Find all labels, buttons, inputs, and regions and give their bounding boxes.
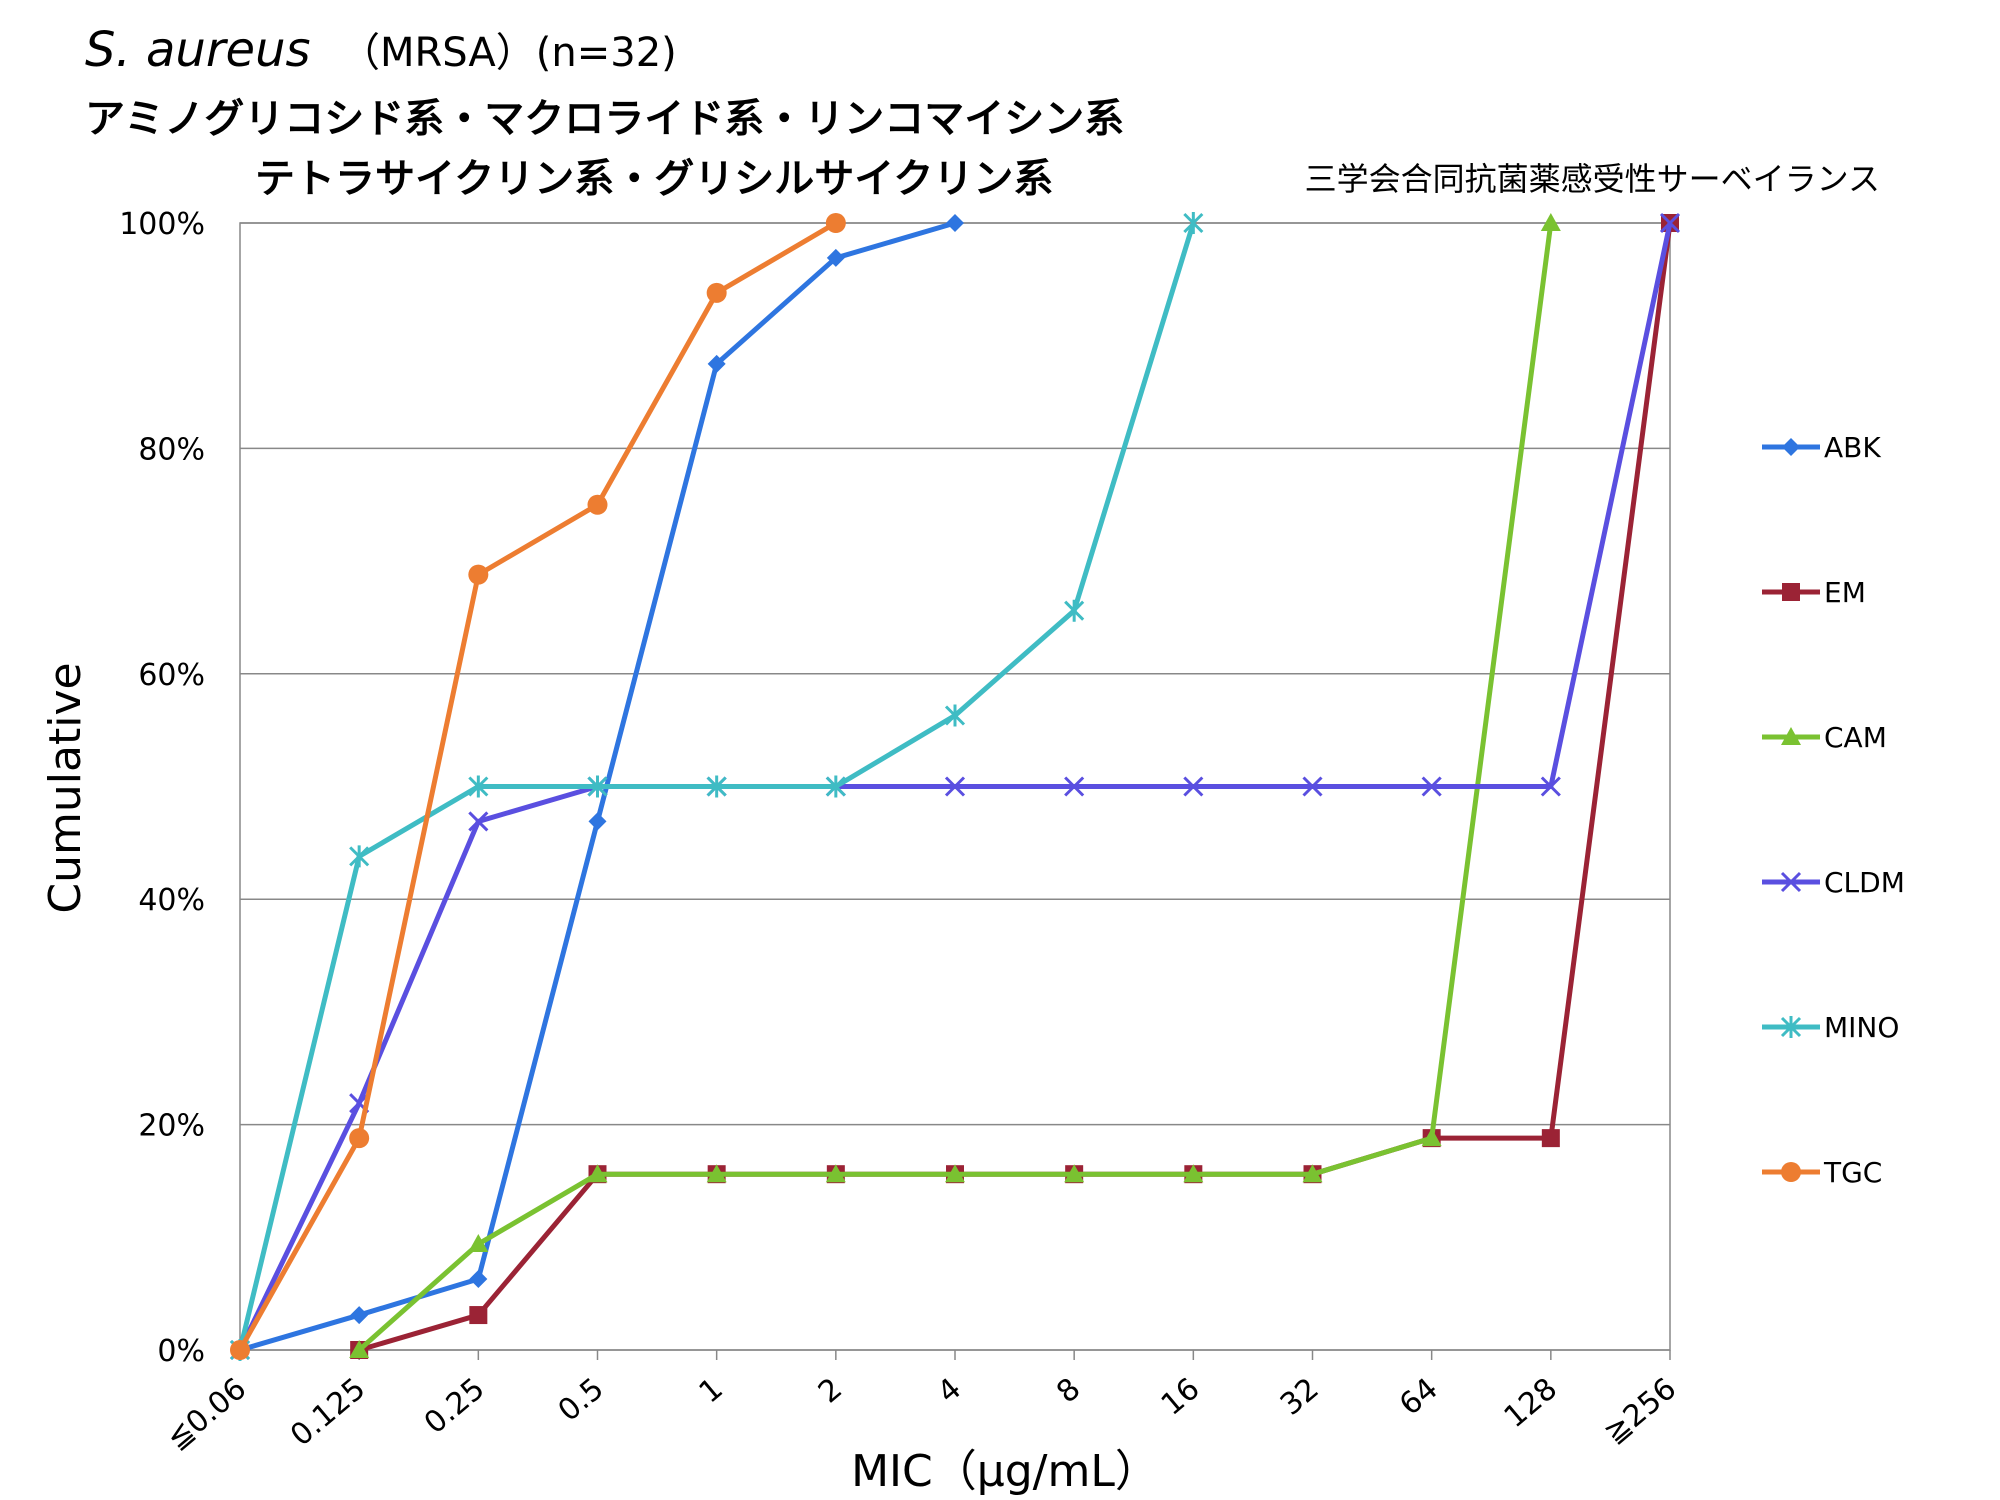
data-point-cldm [1659,212,1681,234]
data-point-cldm [1064,776,1085,797]
legend-marker-cam [1781,727,1801,745]
chart-source: 三学会合同抗菌薬感受性サーベイランス [1305,160,1880,198]
legend-label-cldm: CLDM [1824,866,1905,899]
x-tick-label: 4 [931,1371,968,1410]
chart-title-strain: （MRSA）(n=32) [340,30,677,76]
data-point-mino [468,775,489,798]
x-tick-label: ≦0.06 [160,1371,253,1457]
data-point-cam [1302,1164,1323,1183]
x-tick-label: 1 [693,1371,730,1410]
data-point-mino [825,775,846,798]
data-point-tgc [706,282,727,303]
y-axis-ticks: 0% 20% 40% 60% 80% 100% [119,207,205,1369]
y-tick-label: 0% [157,1334,205,1369]
data-point-abk [588,812,607,831]
data-point-abk [707,354,726,373]
data-point-mino [706,775,727,798]
data-point-cldm [1183,776,1204,797]
legend-marker-mino [1780,1016,1802,1038]
legend-marker-cldm [1780,871,1802,893]
data-point-cam [468,1234,489,1253]
data-point-tgc [587,494,608,515]
x-tick-label: 64 [1393,1371,1445,1422]
data-point-tgc [230,1340,250,1360]
data-point-tgc [825,213,846,233]
data-point-cam [945,1164,965,1183]
data-point-cam [825,1164,846,1183]
data-point-abk [826,248,845,267]
legend-marker-abk [1782,438,1800,456]
data-point-cam [1540,213,1561,231]
data-point-tgc [349,1128,370,1149]
data-point-mino [1064,599,1085,622]
x-tick-label: 8 [1050,1371,1087,1410]
legend-marker-em [1782,583,1800,601]
data-point-mino [587,775,608,798]
x-tick-label: 2 [812,1371,849,1410]
x-axis-label: MIC（μg/mL） [851,1446,1159,1497]
data-point-cldm [1302,776,1323,797]
x-tick-label: ≧256 [1598,1371,1684,1451]
legend-label-abk: ABK [1824,431,1881,464]
x-tick-label: 0.5 [552,1371,611,1428]
data-point-mino [944,704,966,727]
data-point-cldm [468,811,489,832]
legend-label-tgc: TGC [1823,1156,1882,1189]
x-tick-label: 16 [1155,1371,1207,1422]
y-tick-label: 20% [138,1109,205,1144]
legend-label-mino: MINO [1824,1011,1899,1044]
data-point-mino [349,845,370,868]
data-point-cldm [1540,776,1561,797]
data-point-abk [946,214,964,232]
y-axis-label: Cumulative [40,662,91,913]
data-point-em [1541,1129,1560,1148]
data-point-cam [349,1340,370,1358]
y-tick-label: 80% [138,432,205,467]
data-point-cam [1064,1164,1085,1183]
series-tgc [230,213,846,1360]
data-point-cam [706,1164,727,1183]
legend-marker-tgc [1781,1162,1801,1182]
series-line-tgc [237,220,838,1352]
data-point-abk [469,1269,488,1288]
data-point-cam [1183,1164,1204,1183]
legend-label-em: EM [1824,576,1866,609]
series-group [229,212,1681,1361]
data-point-mino [1183,212,1204,234]
data-point-em [469,1306,488,1325]
chart-title-species: S. aureus [85,22,311,78]
series-mino [229,212,1204,1361]
x-tick-label: 128 [1498,1371,1564,1435]
y-tick-label: 60% [138,658,205,693]
x-tick-label: 0.25 [418,1371,492,1441]
data-point-abk [350,1306,369,1325]
data-point-tgc [468,564,489,585]
data-point-cldm [1421,776,1442,797]
chart-title-line3: テトラサイクリン系・グリシルサイクリン系 [255,156,1053,202]
x-tick-label: 0.125 [284,1371,372,1453]
data-point-cldm [944,776,966,797]
x-axis-ticks: ≦0.06 0.125 0.25 0.5 1 2 4 8 16 32 64 128 ≧256 [160,1350,1683,1457]
data-point-cam [587,1164,608,1183]
legend-label-cam: CAM [1824,721,1887,754]
y-tick-label: 100% [119,207,205,242]
legend: ABK EM CAM CLDM MINO TGC [1762,431,1905,1189]
y-tick-label: 40% [138,883,205,918]
chart-title-line2: アミノグリコシド系・マクロライド系・リンコマイシン系 [85,96,1124,142]
series-cam [349,213,1561,1358]
x-tick-label: 32 [1274,1371,1326,1422]
data-point-cam [1421,1128,1442,1147]
